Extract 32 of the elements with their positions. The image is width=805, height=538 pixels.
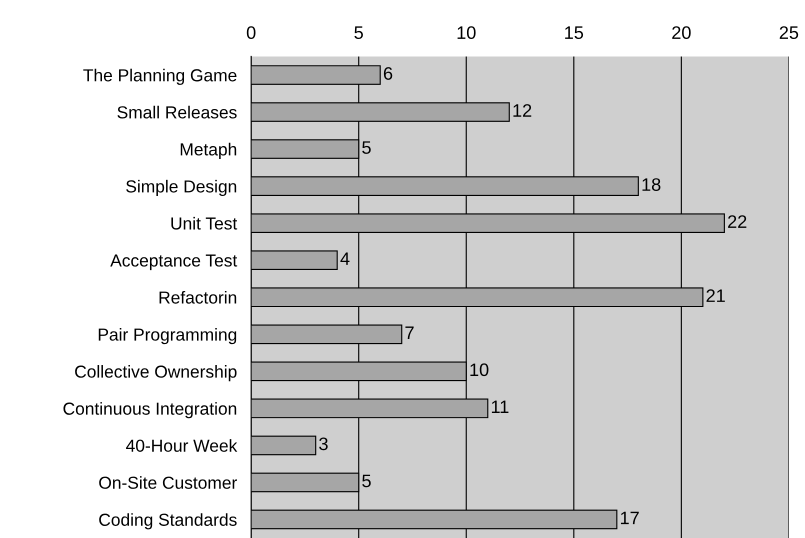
- y-tick-label: Refactorin: [160, 290, 236, 304]
- x-tick-label: 0: [246, 26, 256, 40]
- y-tick-label: Continuous Integration: [63, 402, 236, 418]
- y-tick-label: Metaph: [180, 142, 236, 159]
- data-label: 5: [362, 474, 371, 488]
- data-label: 5: [362, 141, 371, 154]
- data-label: 4: [340, 252, 350, 265]
- data-label: 22: [728, 215, 746, 228]
- y-tick-label: The Planning Game: [83, 68, 237, 85]
- x-tick-label: 5: [354, 26, 363, 40]
- y-tick-label: Simple Design: [126, 180, 236, 196]
- y-tick-label: Small Releases: [117, 106, 237, 119]
- x-tick-label: 10: [458, 26, 476, 40]
- x-tick-label: 15: [565, 26, 584, 40]
- y-tick-label: Acceptance Test: [110, 254, 238, 270]
- data-label: 3: [319, 437, 328, 450]
- data-label: 6: [384, 67, 392, 80]
- y-tick-label: On-Site Customer: [99, 476, 237, 489]
- data-label: 7: [405, 326, 414, 339]
- data-label: 11: [492, 400, 508, 414]
- y-tick-label: 40-Hour Week: [126, 439, 238, 452]
- data-label: 21: [706, 289, 725, 302]
- data-label: 18: [642, 178, 660, 191]
- data-label: 10: [470, 363, 488, 376]
- x-tick-label: 25: [780, 26, 798, 40]
- y-tick-label: Unit Test: [171, 216, 238, 230]
- y-tick-label: Pair Programming: [98, 328, 236, 344]
- y-tick-label: Collective Ownership: [75, 365, 237, 382]
- data-label: 17: [620, 512, 639, 524]
- x-tick-label: 20: [672, 26, 691, 40]
- y-tick-label: Coding Standards: [99, 513, 237, 530]
- data-label: 12: [513, 104, 532, 117]
